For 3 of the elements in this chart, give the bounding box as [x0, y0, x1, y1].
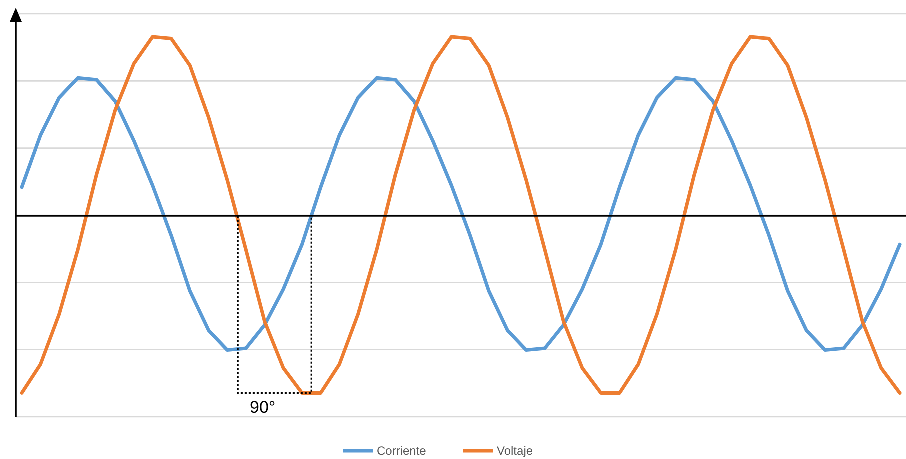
- text: 90°: [250, 398, 276, 418]
- legend-label: Voltaje: [497, 444, 534, 458]
- legend-label: Corriente: [377, 444, 427, 458]
